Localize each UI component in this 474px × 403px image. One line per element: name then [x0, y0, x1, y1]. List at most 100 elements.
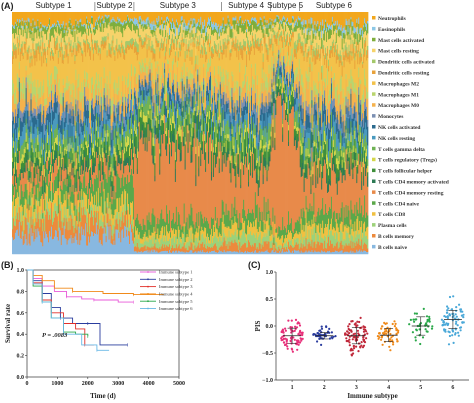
- stacked-bar-segment: [204, 140, 206, 149]
- stacked-bar-segment: [131, 159, 134, 176]
- stacked-bar-segment: [194, 43, 196, 48]
- stacked-bar-segment: [165, 149, 167, 223]
- stacked-bar-segment: [147, 37, 149, 41]
- stacked-bar-segment: [39, 38, 41, 46]
- stacked-bar-segment: [22, 162, 25, 175]
- stacked-bar-segment: [217, 100, 220, 117]
- stacked-bar-segment: [221, 237, 224, 247]
- stacked-bar-segment: [169, 244, 171, 251]
- stacked-bar-segment: [62, 92, 65, 98]
- stacked-bar-segment: [175, 92, 178, 102]
- stacked-bar-segment: [231, 51, 233, 72]
- stacked-bar-segment: [50, 172, 52, 177]
- stacked-bar-segment: [176, 40, 179, 45]
- stacked-bar-segment: [30, 34, 32, 50]
- stacked-bar-segment: [178, 47, 181, 51]
- stacked-bar-segment: [69, 118, 71, 139]
- stacked-bar-segment: [168, 223, 170, 234]
- stacked-bar-segment: [129, 181, 131, 215]
- stacked-bar-segment: [100, 144, 103, 153]
- stacked-bar-segment: [110, 100, 112, 116]
- stacked-bar-segment: [63, 12, 66, 31]
- stacked-bar-segment: [117, 173, 119, 199]
- stacked-bar-segment: [36, 98, 38, 108]
- stacked-bar-segment: [66, 90, 68, 102]
- stacked-bar-segment: [214, 233, 217, 244]
- stacked-bar-segment: [124, 93, 126, 101]
- stacked-bar-segment: [64, 117, 66, 128]
- stacked-bar-segment: [37, 228, 39, 255]
- stacked-bar-segment: [118, 212, 120, 221]
- stacked-bar-segment: [226, 48, 228, 74]
- stacked-bar-segment: [199, 93, 201, 100]
- stacked-bar-segment: [16, 142, 19, 149]
- stacked-bar-segment: [205, 152, 207, 169]
- stacked-bar-segment: [39, 191, 41, 207]
- stacked-bar-segment: [60, 42, 63, 51]
- stacked-bar-segment: [68, 159, 70, 176]
- stacked-bar-segment: [142, 251, 145, 255]
- stacked-bar-segment: [200, 144, 202, 148]
- stacked-bar-segment: [157, 12, 159, 22]
- stacked-bar-segment: [27, 143, 29, 150]
- stacked-bar-segment: [51, 27, 54, 36]
- stacked-bar-segment: [113, 225, 115, 234]
- stacked-bar-segment: [226, 160, 228, 216]
- stacked-bar-segment: [172, 49, 175, 59]
- stacked-bar-segment: [175, 27, 178, 39]
- stacked-bar-segment: [108, 42, 110, 50]
- stacked-bar-segment: [102, 49, 105, 92]
- stacked-bar-segment: [37, 205, 39, 229]
- stacked-bar-segment: [187, 12, 189, 24]
- stacked-bar-segment: [34, 239, 36, 255]
- stacked-bar-segment: [81, 154, 83, 166]
- stacked-bar-segment: [185, 243, 187, 248]
- stacked-bar-segment: [23, 167, 26, 173]
- stacked-bar-segment: [170, 55, 172, 73]
- stacked-bar-segment: [71, 52, 73, 57]
- stacked-bar-segment: [55, 157, 58, 177]
- stacked-bar-segment: [99, 120, 102, 126]
- stacked-bar-segment: [93, 178, 96, 195]
- stacked-bar-segment: [118, 22, 120, 33]
- stacked-bar-segment: [88, 147, 90, 159]
- stacked-bar-segment: [145, 122, 147, 130]
- stacked-bar-segment: [193, 94, 195, 109]
- stacked-bar-segment: [113, 185, 115, 216]
- stacked-bar-segment: [34, 157, 36, 164]
- stacked-bar-segment: [63, 100, 66, 112]
- stacked-bar-segment: [36, 237, 38, 255]
- stacked-bar-segment: [187, 147, 189, 154]
- stacked-bar-segment: [222, 20, 224, 30]
- stacked-bar-segment: [48, 242, 50, 255]
- stacked-bar-segment: [135, 76, 138, 85]
- stacked-bar-segment: [144, 12, 146, 23]
- stacked-bar-segment: [44, 231, 46, 239]
- stacked-bar-segment: [12, 168, 15, 187]
- stacked-bar-segment: [214, 220, 217, 234]
- stacked-bar-segment: [200, 250, 202, 255]
- stacked-bar-segment: [91, 210, 93, 232]
- stacked-bar-segment: [230, 156, 232, 164]
- stacked-bar-segment: [119, 18, 121, 22]
- stacked-bar-segment: [63, 87, 66, 102]
- stacked-bar-segment: [50, 41, 52, 52]
- stacked-bar-segment: [176, 88, 179, 102]
- stacked-bar-segment: [16, 150, 19, 157]
- stacked-bar-segment: [66, 151, 68, 168]
- stacked-bar-segment: [70, 162, 72, 180]
- stacked-bar-segment: [82, 108, 84, 123]
- stacked-bar-segment: [113, 240, 115, 255]
- stacked-bar-segment: [153, 94, 155, 103]
- stacked-bar-segment: [202, 91, 204, 104]
- stacked-bar-segment: [199, 112, 201, 122]
- stacked-bar-segment: [79, 22, 81, 33]
- stacked-bar-segment: [122, 206, 124, 213]
- stacked-bar-segment: [178, 149, 181, 215]
- stacked-bar-segment: [146, 82, 148, 92]
- stacked-bar-segment: [116, 155, 118, 171]
- stacked-bar-segment: [92, 88, 95, 102]
- stacked-bar-segment: [18, 77, 21, 83]
- stacked-bar-segment: [118, 114, 120, 128]
- stacked-bar-segment: [100, 12, 103, 19]
